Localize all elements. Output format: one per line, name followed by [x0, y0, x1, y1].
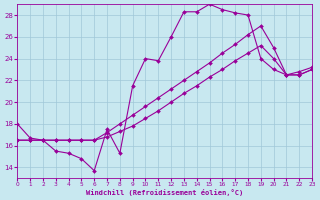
X-axis label: Windchill (Refroidissement éolien,°C): Windchill (Refroidissement éolien,°C)	[86, 189, 243, 196]
